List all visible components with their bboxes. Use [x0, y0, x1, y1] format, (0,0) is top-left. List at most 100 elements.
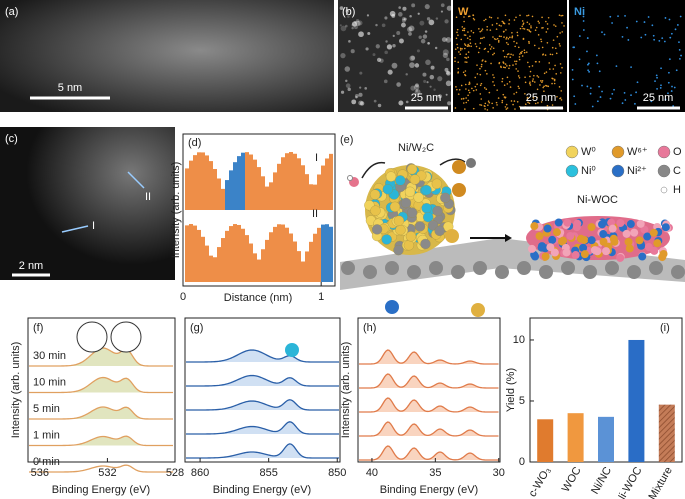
texture-dot [501, 20, 504, 23]
bar [567, 413, 584, 462]
texture-dot [652, 34, 655, 37]
texture-dot [559, 32, 561, 34]
texture-dot [481, 28, 484, 30]
texture-dot [495, 28, 498, 30]
texture-dot [456, 28, 459, 31]
profile-bar [241, 228, 245, 282]
image-c [0, 127, 175, 280]
texture-dot [402, 17, 406, 21]
texture-dot [409, 62, 415, 68]
x-tick-label: 532 [98, 467, 116, 479]
atom [587, 236, 596, 245]
texture-dot [375, 44, 380, 49]
spectrum [29, 406, 173, 420]
texture-dot [487, 100, 490, 103]
profile-bar [265, 186, 269, 210]
texture-dot [457, 67, 460, 70]
legend-swatch [611, 145, 625, 159]
texture-dot [500, 35, 502, 38]
texture-dot [508, 19, 511, 21]
texture-dot [493, 76, 495, 79]
texture-dot [486, 25, 489, 28]
atom [552, 228, 561, 237]
texture-dot [375, 23, 378, 27]
texture-dot [492, 81, 494, 83]
texture-dot [621, 102, 624, 105]
texture-dot [435, 17, 439, 20]
texture-dot [658, 39, 661, 42]
texture-dot [419, 20, 425, 26]
legend-swatch [565, 164, 579, 178]
texture-dot [524, 81, 527, 84]
texture-dot [574, 103, 577, 105]
scale-text: 25 nm [411, 92, 442, 104]
profile-bar [273, 226, 277, 282]
texture-dot [496, 37, 499, 40]
texture-dot [495, 101, 498, 104]
texture-dot [664, 98, 667, 101]
texture-dot [505, 36, 508, 39]
marker-label: I [92, 220, 95, 232]
texture-dot [463, 16, 465, 18]
texture-dot [509, 56, 512, 58]
texture-dot [516, 31, 519, 34]
texture-dot [492, 53, 494, 56]
texture-dot [406, 26, 413, 32]
texture-dot [527, 14, 530, 17]
texture-dot [546, 41, 549, 44]
texture-dot [493, 38, 496, 40]
atom [389, 201, 401, 212]
legend-label: O [673, 146, 682, 158]
atom [643, 232, 652, 241]
profile-bar [197, 152, 201, 210]
bar [658, 404, 675, 462]
profile-bar [201, 236, 205, 282]
atom [640, 225, 649, 234]
texture-dot [429, 85, 432, 88]
texture-dot [345, 83, 351, 89]
texture-dot [474, 43, 477, 45]
texture-dot [468, 81, 471, 84]
legend-swatch [660, 186, 668, 194]
texture-dot [537, 76, 540, 78]
texture-dot [506, 76, 509, 79]
profile-bar [201, 152, 205, 210]
texture-dot [433, 88, 436, 91]
texture-dot [547, 16, 550, 19]
texture-dot [486, 109, 489, 111]
texture-dot [668, 18, 671, 21]
x-tick-label: 855 [259, 467, 277, 479]
texture-dot [582, 29, 585, 31]
atom [421, 184, 432, 196]
texture-dot [587, 63, 589, 66]
x-tick-label: 528 [166, 467, 184, 479]
texture-dot [457, 34, 459, 36]
texture-dot [541, 79, 544, 82]
texture-dot [513, 40, 515, 43]
species-icon [452, 160, 466, 174]
texture-dot [484, 108, 486, 110]
texture-dot [532, 78, 534, 80]
texture-dot [495, 38, 497, 41]
texture-dot [492, 74, 494, 76]
texture-dot [538, 22, 541, 24]
texture-dot [497, 41, 500, 43]
atom [624, 237, 633, 246]
x-tick-label: 40 [366, 467, 378, 479]
texture-dot [513, 19, 516, 21]
texture-dot [470, 30, 473, 32]
texture-dot [490, 62, 492, 65]
structure-label: Ni/W₂C [398, 142, 434, 154]
texture-dot [351, 99, 357, 105]
profile-bar [185, 168, 189, 210]
texture-dot [468, 45, 471, 47]
texture-dot [402, 6, 407, 11]
atom [530, 222, 539, 231]
texture-dot [513, 100, 516, 102]
texture-dot [365, 47, 369, 51]
atom [429, 261, 443, 275]
profile-bar [193, 155, 197, 210]
panel-label: (e) [340, 134, 353, 146]
texture-dot [467, 56, 470, 59]
atom [602, 247, 611, 256]
